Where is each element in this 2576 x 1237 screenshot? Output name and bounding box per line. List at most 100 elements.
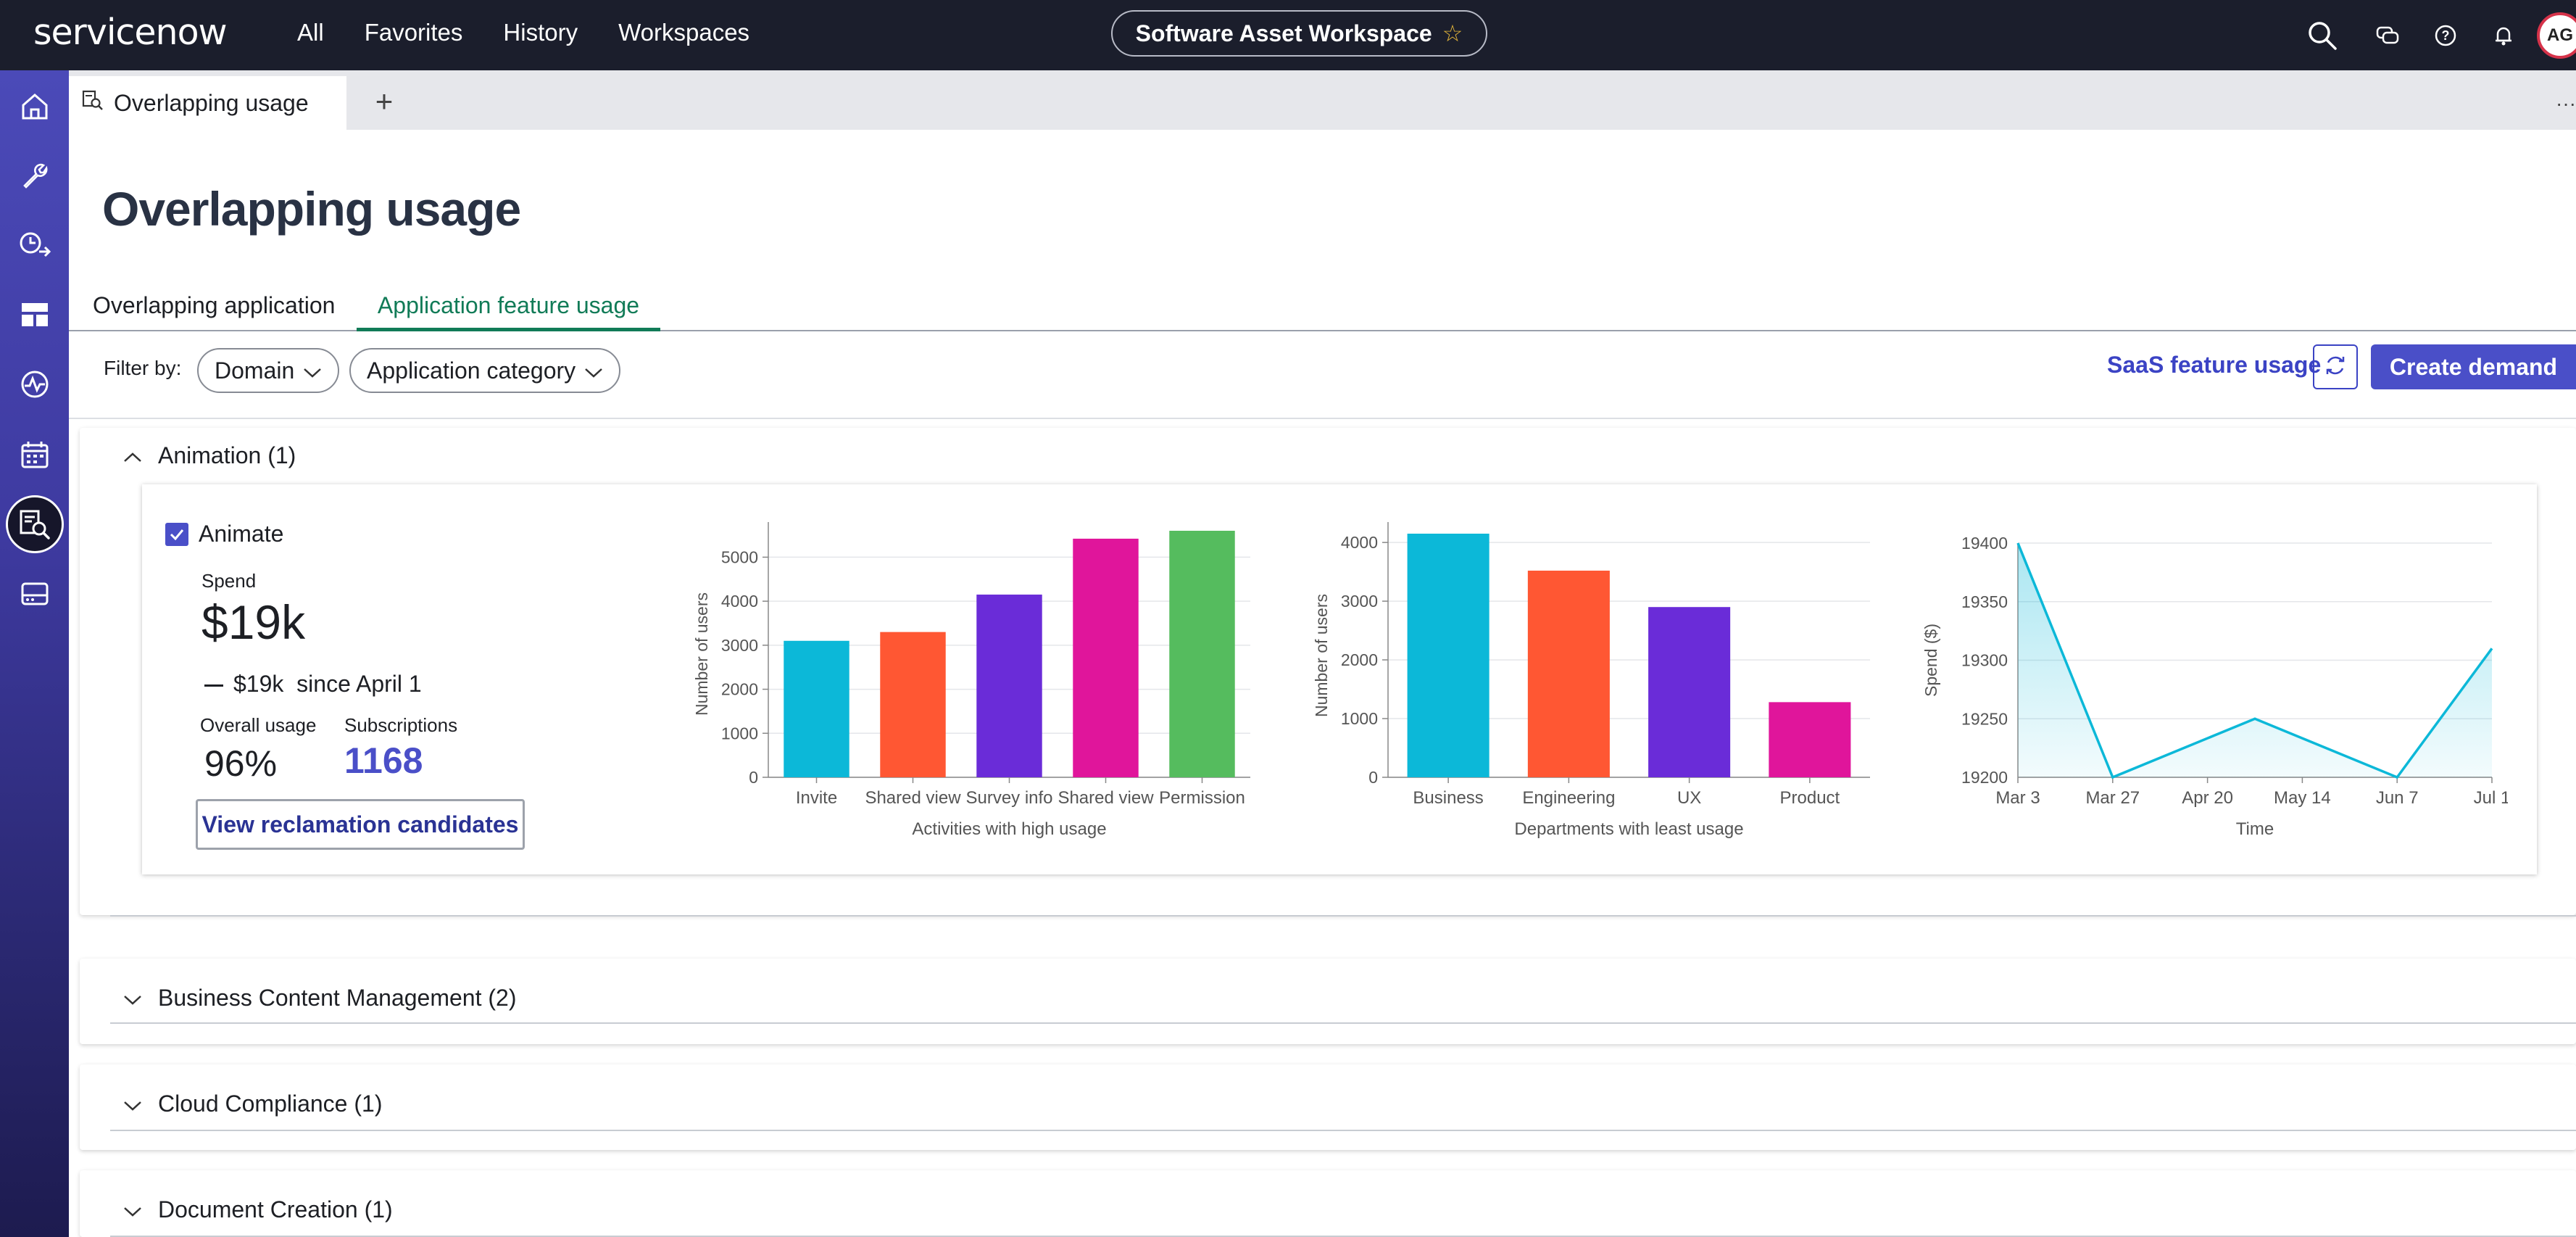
x-tick-label: Business	[1413, 788, 1483, 808]
tab-overlapping-usage[interactable]: Overlapping usage	[69, 76, 346, 130]
tab-application-feature-usage[interactable]: Application feature usage	[357, 292, 660, 331]
nav-workspaces[interactable]: Workspaces	[618, 19, 750, 46]
chip-label: Application category	[367, 357, 576, 384]
y-tick-label: 4000	[721, 592, 758, 611]
x-tick-label: Mar 27	[2085, 788, 2140, 808]
y-axis-label: Number of users	[692, 592, 711, 716]
activity-icon[interactable]	[0, 355, 69, 413]
x-tick-label: Shared view	[865, 788, 961, 808]
x-tick-label: Product	[1780, 788, 1840, 808]
divider	[110, 915, 2576, 917]
section-title: Cloud Compliance (1)	[158, 1091, 383, 1117]
bar-engineering	[1527, 571, 1610, 777]
x-tick-label: Permission	[1159, 788, 1245, 808]
refresh-button[interactable]	[2313, 344, 2358, 389]
y-tick-label: 2000	[1341, 650, 1378, 669]
series-line	[2016, 542, 2493, 779]
application-name: Animate	[199, 521, 284, 547]
inbox-tray-icon[interactable]	[0, 565, 69, 623]
divider	[110, 1022, 2576, 1024]
top-nav-menu: All Favorites History Workspaces	[297, 19, 749, 46]
divider	[110, 1236, 2576, 1237]
nav-all[interactable]: All	[297, 19, 324, 46]
x-tick-label: Shared view	[1058, 788, 1154, 808]
y-tick-label: 3000	[721, 636, 758, 655]
section-title: Animation (1)	[158, 442, 296, 468]
left-rail	[0, 70, 69, 1237]
workspace-pill[interactable]: Software Asset Workspace ☆	[1111, 10, 1487, 57]
divider	[110, 1130, 2576, 1131]
avatar[interactable]: AG	[2537, 12, 2576, 59]
wrench-icon[interactable]	[0, 146, 69, 204]
application-category-filter-chip[interactable]: Application category	[349, 348, 621, 393]
y-tick-label: 19400	[1961, 534, 2008, 553]
checkbox-checked-icon[interactable]	[165, 522, 188, 546]
servicenow-logo[interactable]: servicenow	[33, 12, 228, 53]
create-demand-button[interactable]: Create demand	[2371, 344, 2576, 389]
help-icon[interactable]: ?	[2417, 7, 2475, 65]
spend-value: $19k	[201, 595, 306, 649]
x-tick-label: Survey info	[965, 788, 1052, 808]
spend-since: since April 1	[296, 671, 422, 697]
y-tick-label: 3000	[1341, 592, 1378, 611]
y-tick-label: 0	[749, 768, 758, 787]
home-icon[interactable]	[0, 78, 69, 136]
section-header[interactable]: Cloud Compliance (1)	[123, 1091, 382, 1117]
document-search-icon	[82, 89, 104, 117]
y-tick-label: 1000	[1341, 709, 1378, 728]
y-axis-label: Spend ($)	[1921, 624, 1940, 697]
star-icon[interactable]: ☆	[1442, 20, 1463, 46]
x-tick-label: Invite	[796, 788, 837, 808]
area-fill	[2018, 543, 2492, 777]
spend-label: Spend	[201, 570, 257, 592]
clock-arrow-icon[interactable]	[0, 215, 69, 273]
y-tick-label: 5000	[721, 547, 758, 566]
chevron-down-icon	[123, 1091, 142, 1117]
document-search-icon	[5, 495, 64, 553]
workspace-tab-strip: Overlapping usage + ···	[69, 70, 2576, 130]
page-title: Overlapping usage	[102, 182, 521, 236]
chevron-down-icon	[584, 357, 603, 384]
saas-feature-usage-link[interactable]: SaaS feature usage	[2107, 352, 2322, 378]
bell-icon[interactable]	[2475, 7, 2533, 65]
nav-favorites[interactable]: Favorites	[364, 19, 463, 46]
calendar-icon[interactable]	[0, 426, 69, 484]
spend-area-chart: 19200 19250 19300 19350 19400 Mar 3 Mar 27 Apr …	[1921, 534, 2508, 839]
y-tick-label: 4000	[1341, 533, 1378, 552]
workspace-title: Software Asset Workspace	[1135, 20, 1432, 46]
section-business-content-management: Business Content Management (2)	[80, 959, 2576, 1044]
x-axis-label: Activities with high usage	[912, 819, 1106, 839]
y-tick-label: 19300	[1961, 651, 2008, 670]
tab-label: Overlapping usage	[114, 89, 309, 116]
y-tick-label: 1000	[721, 724, 758, 742]
subscriptions-value[interactable]: 1168	[344, 740, 423, 781]
search-icon[interactable]	[2293, 7, 2351, 65]
section-header[interactable]: Animation (1)	[123, 442, 296, 469]
tab-overlapping-application[interactable]: Overlapping application	[93, 292, 336, 318]
section-title: Business Content Management (2)	[158, 985, 517, 1011]
y-tick-label: 19350	[1961, 592, 2008, 611]
bar-survey-info	[976, 595, 1042, 777]
svg-text:?: ?	[2442, 28, 2450, 43]
section-header[interactable]: Business Content Management (2)	[123, 985, 516, 1011]
spend-change: $19k since April 1	[204, 671, 422, 698]
application-checkbox-row[interactable]: Animate	[165, 521, 283, 547]
nav-history[interactable]: History	[503, 19, 578, 46]
section-header[interactable]: Document Creation (1)	[123, 1196, 393, 1223]
x-tick-label: UX	[1677, 788, 1701, 808]
add-tab-button[interactable]: +	[375, 84, 394, 118]
more-icon[interactable]: ···	[2556, 92, 2576, 115]
chevron-down-icon	[123, 985, 142, 1011]
domain-filter-chip[interactable]: Domain	[197, 348, 340, 393]
y-tick-label: 19200	[1961, 768, 2008, 787]
rail-item-overlapping-usage[interactable]	[0, 495, 69, 553]
chat-icon[interactable]	[2359, 7, 2417, 65]
bar-shared-view	[1073, 538, 1139, 777]
view-reclamation-candidates-button[interactable]: View reclamation candidates	[196, 799, 525, 850]
overall-usage-value: 96%	[204, 743, 278, 784]
overall-usage-label: Overall usage	[200, 714, 317, 736]
dashboard-icon[interactable]	[0, 286, 69, 344]
chevron-down-icon	[123, 1196, 142, 1223]
section-document-creation: Document Creation (1)	[80, 1170, 2576, 1237]
